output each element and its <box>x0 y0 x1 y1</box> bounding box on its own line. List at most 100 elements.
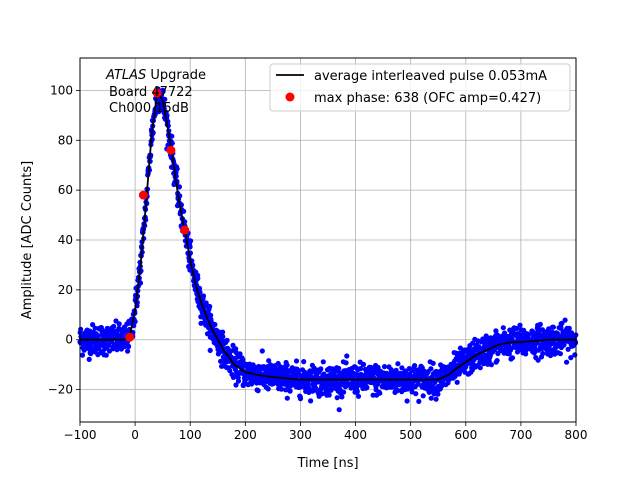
x-tick-label: 500 <box>399 428 422 442</box>
sample-point <box>550 324 557 330</box>
x-tick-label: 100 <box>179 428 202 442</box>
average-pulse-line <box>80 90 576 381</box>
sample-point <box>430 360 436 366</box>
y-tick-label: 80 <box>58 133 73 147</box>
sample-point <box>235 378 242 384</box>
sample-point <box>354 388 360 395</box>
x-tick-label: 700 <box>509 428 532 442</box>
sample-point <box>568 355 574 361</box>
sample-point <box>559 320 565 326</box>
sample-point <box>174 166 180 172</box>
annotation-upgrade: Upgrade <box>146 68 206 83</box>
x-tick-label: −100 <box>64 428 97 442</box>
x-axis-label: Time [ns] <box>296 456 358 471</box>
y-tick-label: 60 <box>58 183 73 197</box>
sample-point <box>494 358 500 364</box>
sample-point <box>355 393 362 399</box>
legend-box <box>269 63 571 112</box>
sample-point <box>565 346 571 352</box>
sample-point <box>433 396 439 402</box>
sample-point <box>488 362 494 368</box>
sample-point <box>399 365 405 371</box>
annotation-atlas: ATLAS <box>105 68 146 83</box>
sample-point <box>266 358 272 364</box>
max-phase-point <box>125 332 135 342</box>
sample-point <box>125 348 131 354</box>
sample-point <box>78 326 84 332</box>
sample-point <box>558 324 564 331</box>
sample-point <box>181 208 187 214</box>
sample-point <box>160 88 166 95</box>
sample-point <box>393 367 399 373</box>
sample-point <box>86 356 92 362</box>
sample-point <box>336 407 342 413</box>
sample-point <box>320 359 326 365</box>
sample-point <box>328 387 334 393</box>
sample-point <box>259 348 265 354</box>
sample-point <box>428 366 434 372</box>
sample-point <box>176 184 182 190</box>
sample-point <box>540 350 546 357</box>
sample-point <box>79 352 86 358</box>
annotation-board: Board 47722 <box>109 85 193 100</box>
y-tick-label: 20 <box>58 283 73 297</box>
sample-point <box>341 389 347 395</box>
sample-point <box>318 366 324 372</box>
y-axis-ticks: −20 0 20 40 60 80 100 <box>48 83 80 397</box>
sample-point <box>394 388 400 394</box>
sample-point <box>381 364 388 370</box>
sample-point <box>428 395 434 401</box>
sample-point <box>343 360 349 366</box>
sample-point <box>237 351 243 357</box>
y-tick-label: 100 <box>50 83 73 97</box>
legend: average interleaved pulse 0.053mA max ph… <box>269 63 571 112</box>
x-tick-label: 200 <box>234 428 257 442</box>
sample-point <box>334 395 340 401</box>
sample-point <box>413 391 419 397</box>
y-tick-label: −20 <box>48 383 73 397</box>
sample-point <box>207 347 213 353</box>
sample-point <box>255 388 261 394</box>
sample-point <box>403 370 409 376</box>
sample-point <box>535 357 541 363</box>
x-tick-label: 0 <box>131 428 139 442</box>
sample-point <box>284 395 290 401</box>
sample-point <box>95 333 101 339</box>
max-phase-points <box>125 88 190 342</box>
x-tick-label: 800 <box>565 428 588 442</box>
sample-point <box>287 388 293 394</box>
sample-point <box>188 238 194 244</box>
sample-point <box>477 365 483 371</box>
average-pulse-path <box>80 90 576 381</box>
sample-point <box>493 328 499 334</box>
sample-point <box>457 345 463 351</box>
x-tick-label: 600 <box>454 428 477 442</box>
sample-point <box>410 368 416 374</box>
sample-point <box>240 357 246 363</box>
sample-point <box>106 342 112 348</box>
max-phase-point <box>166 145 176 155</box>
sample-point <box>517 322 523 328</box>
sample-point <box>227 368 233 374</box>
sample-point <box>404 398 410 404</box>
sample-point <box>470 351 476 357</box>
y-axis-label: Amplitude [ADC Counts] <box>20 161 35 319</box>
sample-point <box>564 359 570 365</box>
sample-point <box>308 398 314 404</box>
sample-point <box>196 285 203 291</box>
sample-point <box>537 321 543 327</box>
max-phase-point <box>180 225 190 235</box>
sample-point <box>116 321 122 327</box>
sample-point <box>293 358 300 364</box>
sample-point <box>562 317 568 323</box>
y-tick-label: 0 <box>65 333 73 347</box>
sample-point <box>233 382 239 388</box>
sample-point <box>456 369 462 376</box>
sample-point <box>220 329 226 335</box>
sample-point <box>284 362 290 368</box>
y-tick-label: 40 <box>58 233 73 247</box>
sample-point <box>470 340 476 346</box>
sample-point <box>415 381 421 387</box>
sample-point <box>103 352 109 358</box>
max-phase-point <box>138 190 148 200</box>
